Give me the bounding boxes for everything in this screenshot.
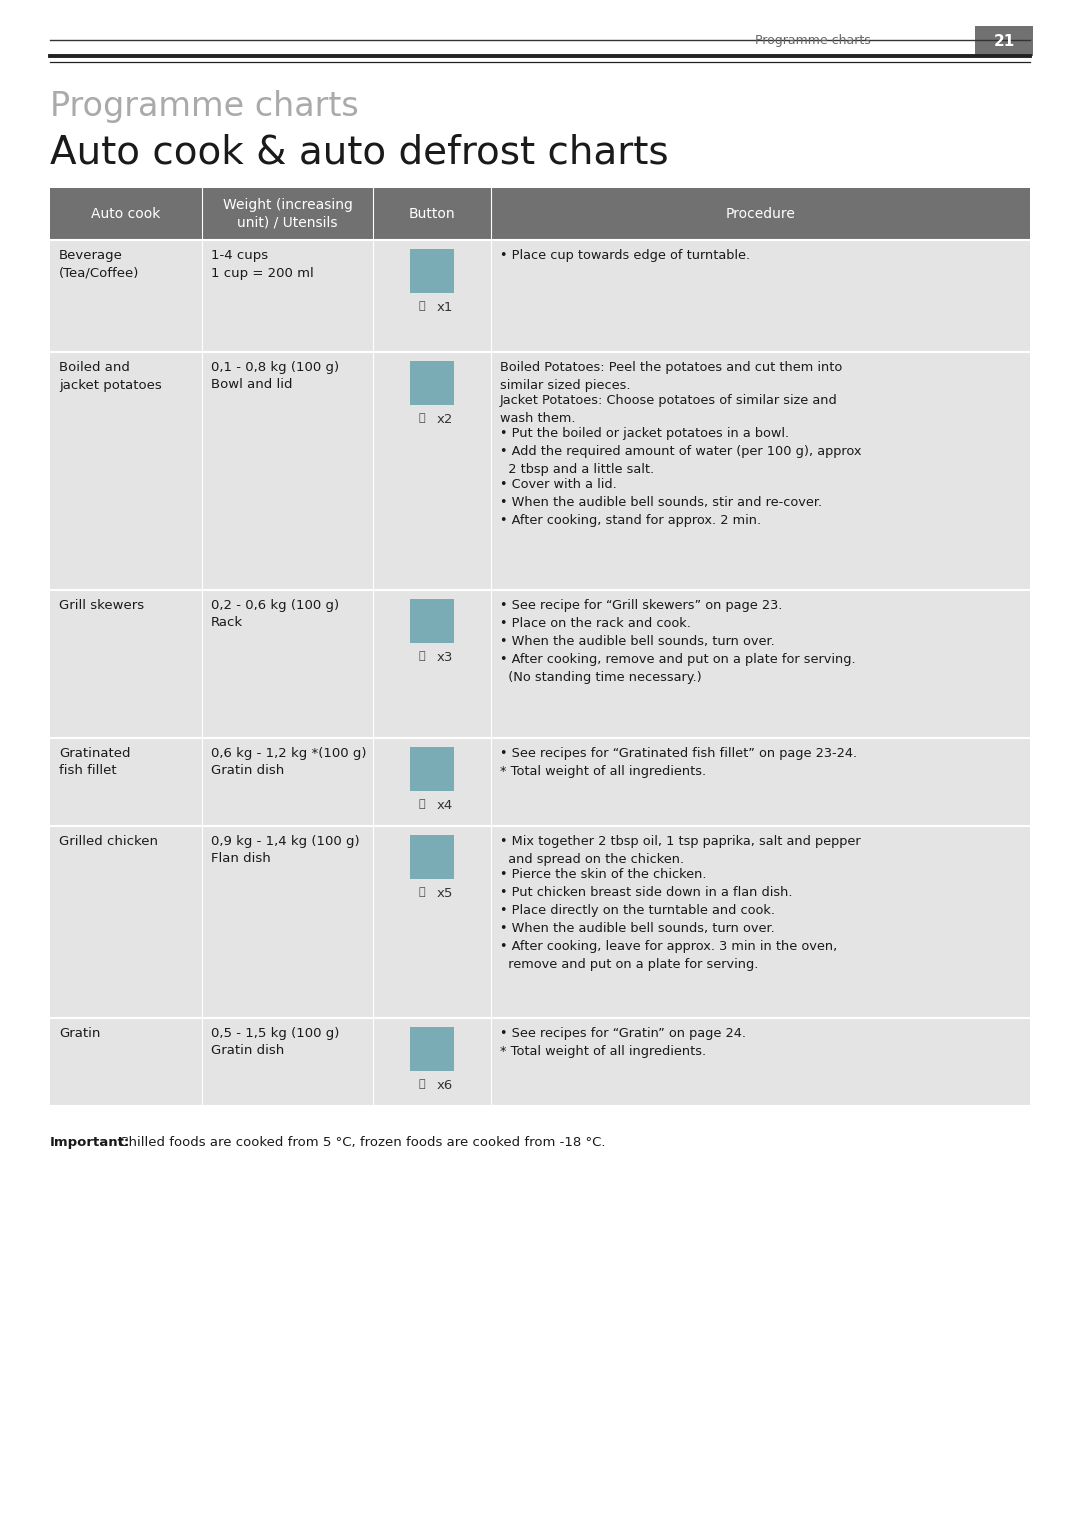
Text: Beverage
(Tea/Coffee): Beverage (Tea/Coffee) [59,250,139,279]
Text: 0,9 kg - 1,4 kg (100 g)
Flan dish: 0,9 kg - 1,4 kg (100 g) Flan dish [211,835,360,866]
Text: • Place on the rack and cook.: • Place on the rack and cook. [500,617,691,630]
Text: • Cover with a lid.: • Cover with a lid. [500,478,617,490]
Text: 0,5 - 1,5 kg (100 g)
Gratin dish: 0,5 - 1,5 kg (100 g) Gratin dish [211,1026,339,1057]
Bar [50,1017,1030,1106]
Text: 0,1 - 0,8 kg (100 g)
Bowl and lid: 0,1 - 0,8 kg (100 g) Bowl and lid [211,362,339,392]
Text: x5: x5 [436,887,453,899]
Text: x4: x4 [436,800,453,812]
Text: 1-4 cups
1 cup = 200 ml: 1-4 cups 1 cup = 200 ml [211,250,313,279]
Text: • Place cup towards edge of turntable.: • Place cup towards edge of turntable. [500,250,751,262]
Text: ⌕: ⌕ [419,1079,426,1089]
Text: Button: Button [409,207,456,221]
Bar [50,738,1030,826]
Text: • Add the required amount of water (per 100 g), approx
  2 tbsp and a little sal: • Add the required amount of water (per … [500,444,862,476]
Text: • See recipe for “Grill skewers” on page 23.: • See recipe for “Grill skewers” on page… [500,599,782,611]
Bar [50,241,1030,352]
Text: Gratinated
fish fillet: Gratinated fish fillet [59,748,131,778]
Text: Grill skewers: Grill skewers [59,599,144,611]
Text: 0,2 - 0,6 kg (100 g)
Rack: 0,2 - 0,6 kg (100 g) Rack [211,599,339,630]
Bar [50,188,1030,241]
Bar [410,1026,455,1071]
Bar [975,26,1032,57]
Text: ⌕: ⌕ [419,300,426,311]
Text: Boiled and
jacket potatoes: Boiled and jacket potatoes [59,362,162,392]
Text: • When the audible bell sounds, turn over.: • When the audible bell sounds, turn ove… [500,922,774,935]
Text: • When the audible bell sounds, turn over.: • When the audible bell sounds, turn ove… [500,634,774,648]
Text: • Put chicken breast side down in a flan dish.: • Put chicken breast side down in a flan… [500,885,793,899]
Text: Programme charts: Programme charts [50,90,359,123]
Text: Auto cook: Auto cook [92,207,161,221]
Text: x3: x3 [436,651,453,663]
Bar [50,590,1030,738]
Text: ⌕: ⌕ [419,887,426,898]
Bar [410,362,455,404]
Text: ⌕: ⌕ [419,800,426,809]
Text: x6: x6 [436,1079,453,1092]
Text: • See recipes for “Gratin” on page 24.: • See recipes for “Gratin” on page 24. [500,1026,746,1040]
Text: x2: x2 [436,414,453,426]
Text: • After cooking, leave for approx. 3 min in the oven,
  remove and put on a plat: • After cooking, leave for approx. 3 min… [500,941,837,971]
Text: Procedure: Procedure [726,207,796,221]
Text: Gratin: Gratin [59,1026,100,1040]
Text: x1: x1 [436,300,453,314]
Text: • See recipes for “Gratinated fish fillet” on page 23-24.: • See recipes for “Gratinated fish fille… [500,748,858,760]
Bar [410,835,455,879]
Text: • When the audible bell sounds, stir and re-cover.: • When the audible bell sounds, stir and… [500,496,822,509]
Bar [410,250,455,293]
Text: 0,6 kg - 1,2 kg *(100 g)
Gratin dish: 0,6 kg - 1,2 kg *(100 g) Gratin dish [211,748,366,778]
Text: • Place directly on the turntable and cook.: • Place directly on the turntable and co… [500,904,775,918]
Text: ⌕: ⌕ [419,414,426,423]
Text: • After cooking, stand for approx. 2 min.: • After cooking, stand for approx. 2 min… [500,515,761,527]
Text: • Mix together 2 tbsp oil, 1 tsp paprika, salt and pepper
  and spread on the ch: • Mix together 2 tbsp oil, 1 tsp paprika… [500,835,861,866]
Text: • Pierce the skin of the chicken.: • Pierce the skin of the chicken. [500,869,706,881]
Bar [50,826,1030,1017]
Text: Grilled chicken: Grilled chicken [59,835,158,849]
Text: Important:: Important: [50,1137,131,1149]
Text: 21: 21 [994,34,1014,49]
Text: • Put the boiled or jacket potatoes in a bowl.: • Put the boiled or jacket potatoes in a… [500,427,789,440]
Bar [50,352,1030,590]
Text: Auto cook & auto defrost charts: Auto cook & auto defrost charts [50,133,669,172]
Text: Jacket Potatoes: Choose potatoes of similar size and
wash them.: Jacket Potatoes: Choose potatoes of simi… [500,394,838,424]
Text: Boiled Potatoes: Peel the potatoes and cut them into
similar sized pieces.: Boiled Potatoes: Peel the potatoes and c… [500,362,842,392]
Text: * Total weight of all ingredients.: * Total weight of all ingredients. [500,764,706,778]
Text: ⌕: ⌕ [419,651,426,660]
Text: • After cooking, remove and put on a plate for serving.
  (No standing time nece: • After cooking, remove and put on a pla… [500,653,855,683]
Text: * Total weight of all ingredients.: * Total weight of all ingredients. [500,1045,706,1059]
Bar [410,748,455,791]
Text: Weight (increasing
unit) / Utensils: Weight (increasing unit) / Utensils [222,198,352,230]
Bar [410,599,455,643]
Text: Chilled foods are cooked from 5 °C, frozen foods are cooked from -18 °C.: Chilled foods are cooked from 5 °C, froz… [114,1137,606,1149]
Text: Programme charts: Programme charts [755,34,870,47]
